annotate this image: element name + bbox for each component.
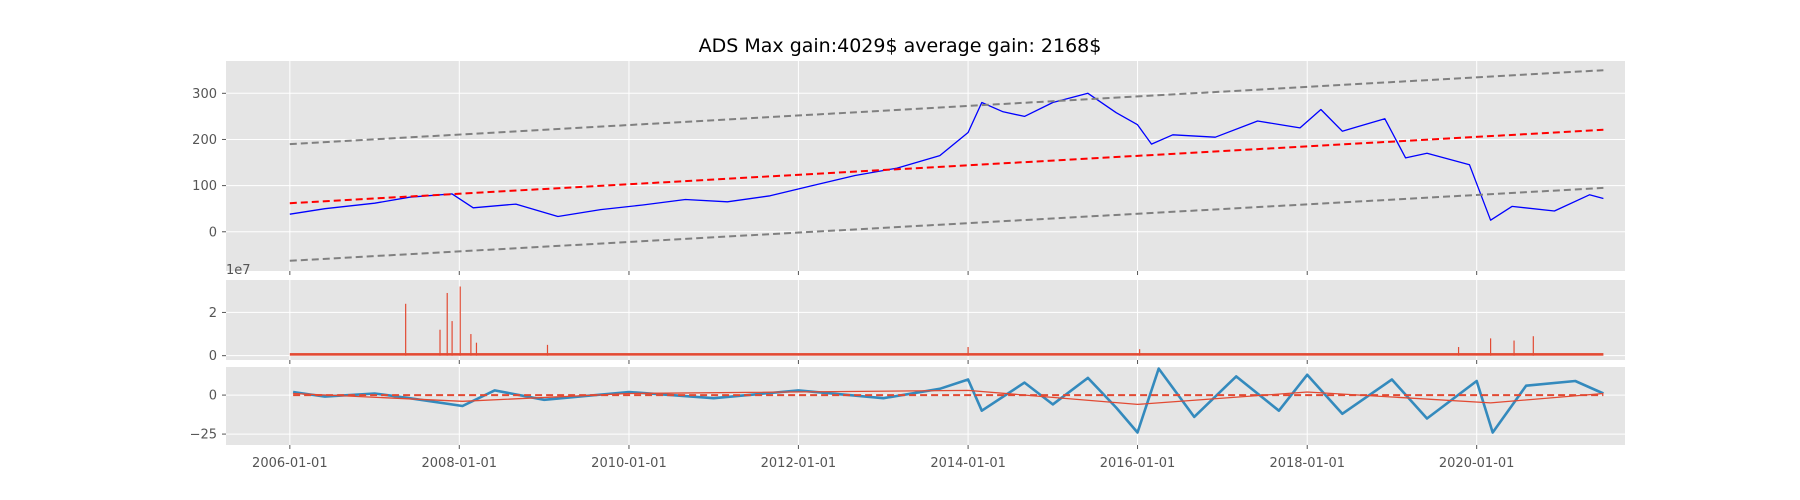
- oscillator-ytick-label-1: −25: [190, 428, 217, 443]
- x-axis: 2006-01-01 2008-01-01 2010-01-01 2012-01-01…: [252, 456, 1514, 471]
- price-panel-background: [226, 61, 1625, 271]
- price-ytick-label-2: 200: [192, 133, 217, 148]
- x-tick-label-2: 2010-01-01: [591, 456, 667, 471]
- x-tick-label-7: 2020-01-01: [1439, 456, 1515, 471]
- x-tick-label-1: 2008-01-01: [422, 456, 498, 471]
- chart-title: ADS Max gain:4029$ average gain: 2168$: [699, 35, 1102, 57]
- volume-baseline-bars: [289, 353, 1604, 356]
- oscillator-panel: 0 −25: [190, 367, 1625, 449]
- volume-panel-background: [226, 280, 1625, 360]
- volume-ytick-label-1: 2: [209, 306, 217, 321]
- price-ytick-label-3: 300: [192, 87, 217, 102]
- volume-panel: 1e7 02: [209, 263, 1625, 364]
- x-tick-label-0: 2006-01-01: [252, 456, 328, 471]
- price-panel: 0 100 200 300: [192, 61, 1625, 275]
- oscillator-series-signal: [293, 389, 1604, 406]
- oscillator-ytick-label-0: 0: [209, 389, 217, 404]
- volume-panel-marks: [289, 286, 1604, 356]
- volume-ytick-label-0: 0: [209, 349, 217, 364]
- price-ytick-label-0: 0: [209, 225, 217, 240]
- volume-offset-label: 1e7: [226, 263, 251, 278]
- price-panel-yticks: 0 100 200 300: [192, 87, 217, 240]
- oscillator-panel-marks: [292, 367, 1604, 434]
- volume-panel-yticks: 02: [209, 306, 217, 364]
- x-tick-label-3: 2012-01-01: [761, 456, 837, 471]
- x-tick-label-6: 2018-01-01: [1269, 456, 1345, 471]
- price-ytick-label-1: 100: [192, 179, 217, 194]
- oscillator-panel-yticks: 0 −25: [190, 389, 217, 443]
- x-tick-label-5: 2016-01-01: [1100, 456, 1176, 471]
- oscillator-series-oscillator: [292, 367, 1604, 434]
- x-tick-label-4: 2014-01-01: [930, 456, 1006, 471]
- price-series-price: [289, 92, 1604, 221]
- price-panel-marks: [289, 69, 1604, 262]
